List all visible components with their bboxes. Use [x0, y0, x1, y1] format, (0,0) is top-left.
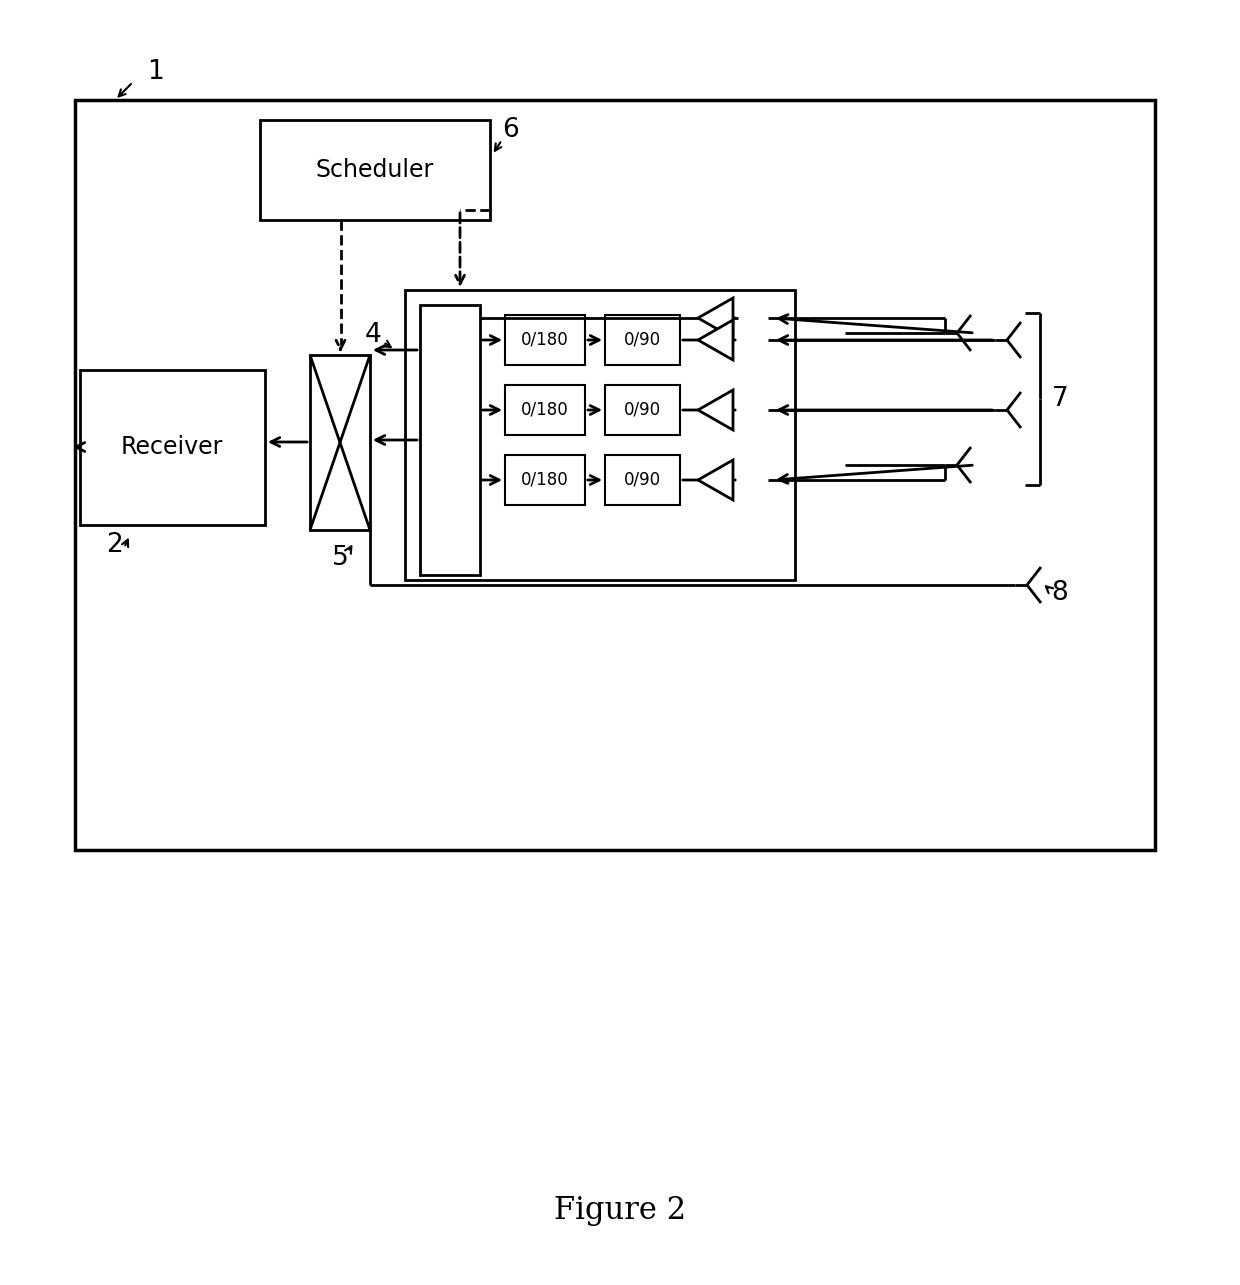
Bar: [605, 455, 680, 505]
Bar: [74, 100, 1154, 849]
Text: 0/90: 0/90: [624, 401, 661, 419]
Bar: [505, 455, 585, 505]
Bar: [420, 305, 480, 574]
Bar: [81, 370, 265, 526]
Bar: [605, 315, 680, 365]
Bar: [310, 355, 370, 529]
Bar: [405, 290, 795, 580]
Text: 1: 1: [146, 59, 164, 85]
Polygon shape: [698, 298, 733, 338]
Text: Receiver: Receiver: [120, 436, 223, 459]
Text: 0/180: 0/180: [521, 332, 569, 350]
Bar: [260, 120, 490, 220]
Text: 7: 7: [1052, 386, 1069, 412]
Text: 6: 6: [502, 117, 518, 143]
Text: 5: 5: [331, 545, 348, 571]
Text: 0/90: 0/90: [624, 332, 661, 350]
Text: 2: 2: [107, 532, 123, 558]
Bar: [505, 386, 585, 436]
Text: 0/180: 0/180: [521, 472, 569, 490]
Bar: [505, 315, 585, 365]
Text: 0/90: 0/90: [624, 472, 661, 490]
Text: 4: 4: [365, 323, 382, 348]
Text: Figure 2: Figure 2: [554, 1195, 686, 1226]
Bar: [605, 386, 680, 436]
Text: Scheduler: Scheduler: [316, 158, 434, 182]
Text: 0/180: 0/180: [521, 401, 569, 419]
Polygon shape: [698, 460, 733, 500]
Polygon shape: [698, 320, 733, 360]
Polygon shape: [698, 391, 733, 430]
Text: 8: 8: [1052, 580, 1069, 607]
